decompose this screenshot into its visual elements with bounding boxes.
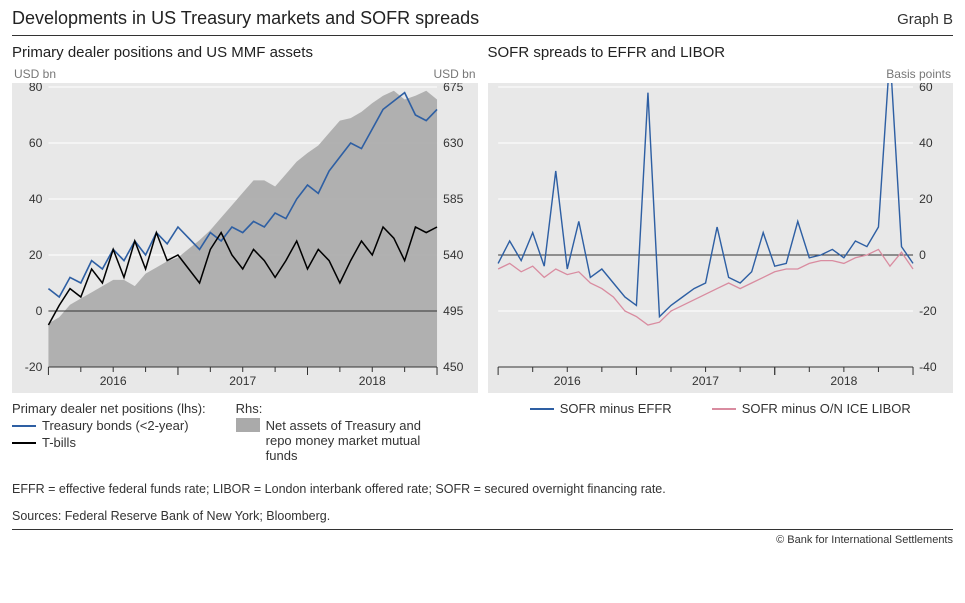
svg-text:-20: -20 xyxy=(919,304,937,318)
charts-row: Primary dealer positions and US MMF asse… xyxy=(12,44,953,463)
header: Developments in US Treasury markets and … xyxy=(12,8,953,36)
right-subtitle: SOFR spreads to EFFR and LIBOR xyxy=(488,44,954,61)
lhs-unit-label: USD bn xyxy=(14,67,56,81)
line-swatch-icon xyxy=(530,408,554,410)
svg-text:540: 540 xyxy=(443,248,464,262)
svg-text:60: 60 xyxy=(919,83,933,94)
left-subtitle: Primary dealer positions and US MMF asse… xyxy=(12,44,478,61)
legend-lhs-header: Primary dealer net positions (lhs): xyxy=(12,401,206,416)
legend-item-sofr-effr: SOFR minus EFFR xyxy=(530,401,672,416)
legend-label: Net assets of Treasury and repo money ma… xyxy=(266,418,446,463)
legend-label: SOFR minus EFFR xyxy=(560,401,672,416)
left-panel: Primary dealer positions and US MMF asse… xyxy=(12,44,478,463)
left-legend: Primary dealer net positions (lhs): Trea… xyxy=(12,401,478,463)
svg-text:40: 40 xyxy=(29,192,43,206)
left-chart-area: -20 0 20 40 60 80 450 495 540 585 630 675 2016 2017 20… xyxy=(12,83,478,393)
svg-text:2018: 2018 xyxy=(359,374,386,388)
rhs-unit-label: Basis points xyxy=(886,67,951,81)
svg-text:2018: 2018 xyxy=(830,374,857,388)
svg-text:495: 495 xyxy=(443,304,464,318)
legend-item-sofr-libor: SOFR minus O/N ICE LIBOR xyxy=(712,401,911,416)
sources: Sources: Federal Reserve Bank of New Yor… xyxy=(12,509,953,530)
svg-text:0: 0 xyxy=(919,248,926,262)
svg-text:675: 675 xyxy=(443,83,464,94)
svg-text:-20: -20 xyxy=(25,360,43,374)
rhs-unit-label: USD bn xyxy=(433,67,475,81)
svg-text:-40: -40 xyxy=(919,360,937,374)
svg-text:630: 630 xyxy=(443,136,464,150)
svg-text:40: 40 xyxy=(919,136,933,150)
right-legend: SOFR minus EFFR SOFR minus O/N ICE LIBOR xyxy=(488,401,954,416)
line-swatch-icon xyxy=(12,425,36,427)
svg-text:585: 585 xyxy=(443,192,464,206)
area-swatch-icon xyxy=(236,418,260,432)
legend-rhs-header: Rhs: xyxy=(236,401,446,416)
legend-label: SOFR minus O/N ICE LIBOR xyxy=(742,401,911,416)
page-title: Developments in US Treasury markets and … xyxy=(12,8,479,29)
line-swatch-icon xyxy=(12,442,36,444)
graph-label: Graph B xyxy=(897,11,953,28)
legend-item-mmf: Net assets of Treasury and repo money ma… xyxy=(236,418,446,463)
legend-item-tbills: T-bills xyxy=(12,435,206,450)
svg-text:0: 0 xyxy=(36,304,43,318)
svg-text:60: 60 xyxy=(29,136,43,150)
legend-label: T-bills xyxy=(42,435,76,450)
legend-label: Treasury bonds (<2-year) xyxy=(42,418,189,433)
svg-text:2017: 2017 xyxy=(692,374,719,388)
svg-text:450: 450 xyxy=(443,360,464,374)
copyright: © Bank for International Settlements xyxy=(12,534,953,546)
svg-text:20: 20 xyxy=(29,248,43,262)
right-chart-area: -40 -20 0 20 40 60 2016 2017 2018 xyxy=(488,83,954,393)
svg-text:2016: 2016 xyxy=(553,374,580,388)
right-panel: SOFR spreads to EFFR and LIBOR Basis poi… xyxy=(488,44,954,463)
legend-item-treasury-bonds: Treasury bonds (<2-year) xyxy=(12,418,206,433)
svg-text:2016: 2016 xyxy=(100,374,127,388)
svg-text:2017: 2017 xyxy=(229,374,256,388)
svg-text:80: 80 xyxy=(29,83,43,94)
svg-text:20: 20 xyxy=(919,192,933,206)
line-swatch-icon xyxy=(712,408,736,410)
footnote: EFFR = effective federal funds rate; LIB… xyxy=(12,481,953,499)
